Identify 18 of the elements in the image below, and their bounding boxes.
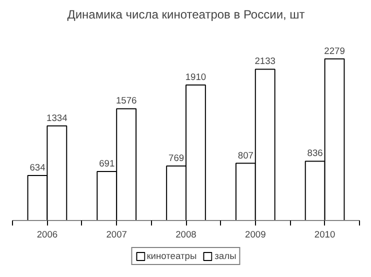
chart-title: Динамика числа кинотеатров в России, шт <box>67 8 306 22</box>
data-label: 2279 <box>324 46 345 56</box>
x-tick-label: 2007 <box>106 230 127 240</box>
data-label: 634 <box>30 162 46 173</box>
data-label: 691 <box>99 158 115 168</box>
data-label: 1334 <box>46 112 68 123</box>
legend-label: кинотеатры <box>146 251 197 261</box>
x-tick-label: 2006 <box>36 230 58 240</box>
data-label: 769 <box>168 152 184 163</box>
data-label: 836 <box>307 148 323 158</box>
x-tick-label: 2008 <box>176 230 196 240</box>
data-label: 1910 <box>185 72 206 82</box>
x-tick-label: 2010 <box>314 230 336 240</box>
legend-label: залы <box>214 251 236 261</box>
data-label: 1576 <box>116 96 137 106</box>
data-label: 807 <box>238 150 254 160</box>
x-tick-label: 2009 <box>245 230 266 240</box>
data-label: 2133 <box>254 56 276 66</box>
